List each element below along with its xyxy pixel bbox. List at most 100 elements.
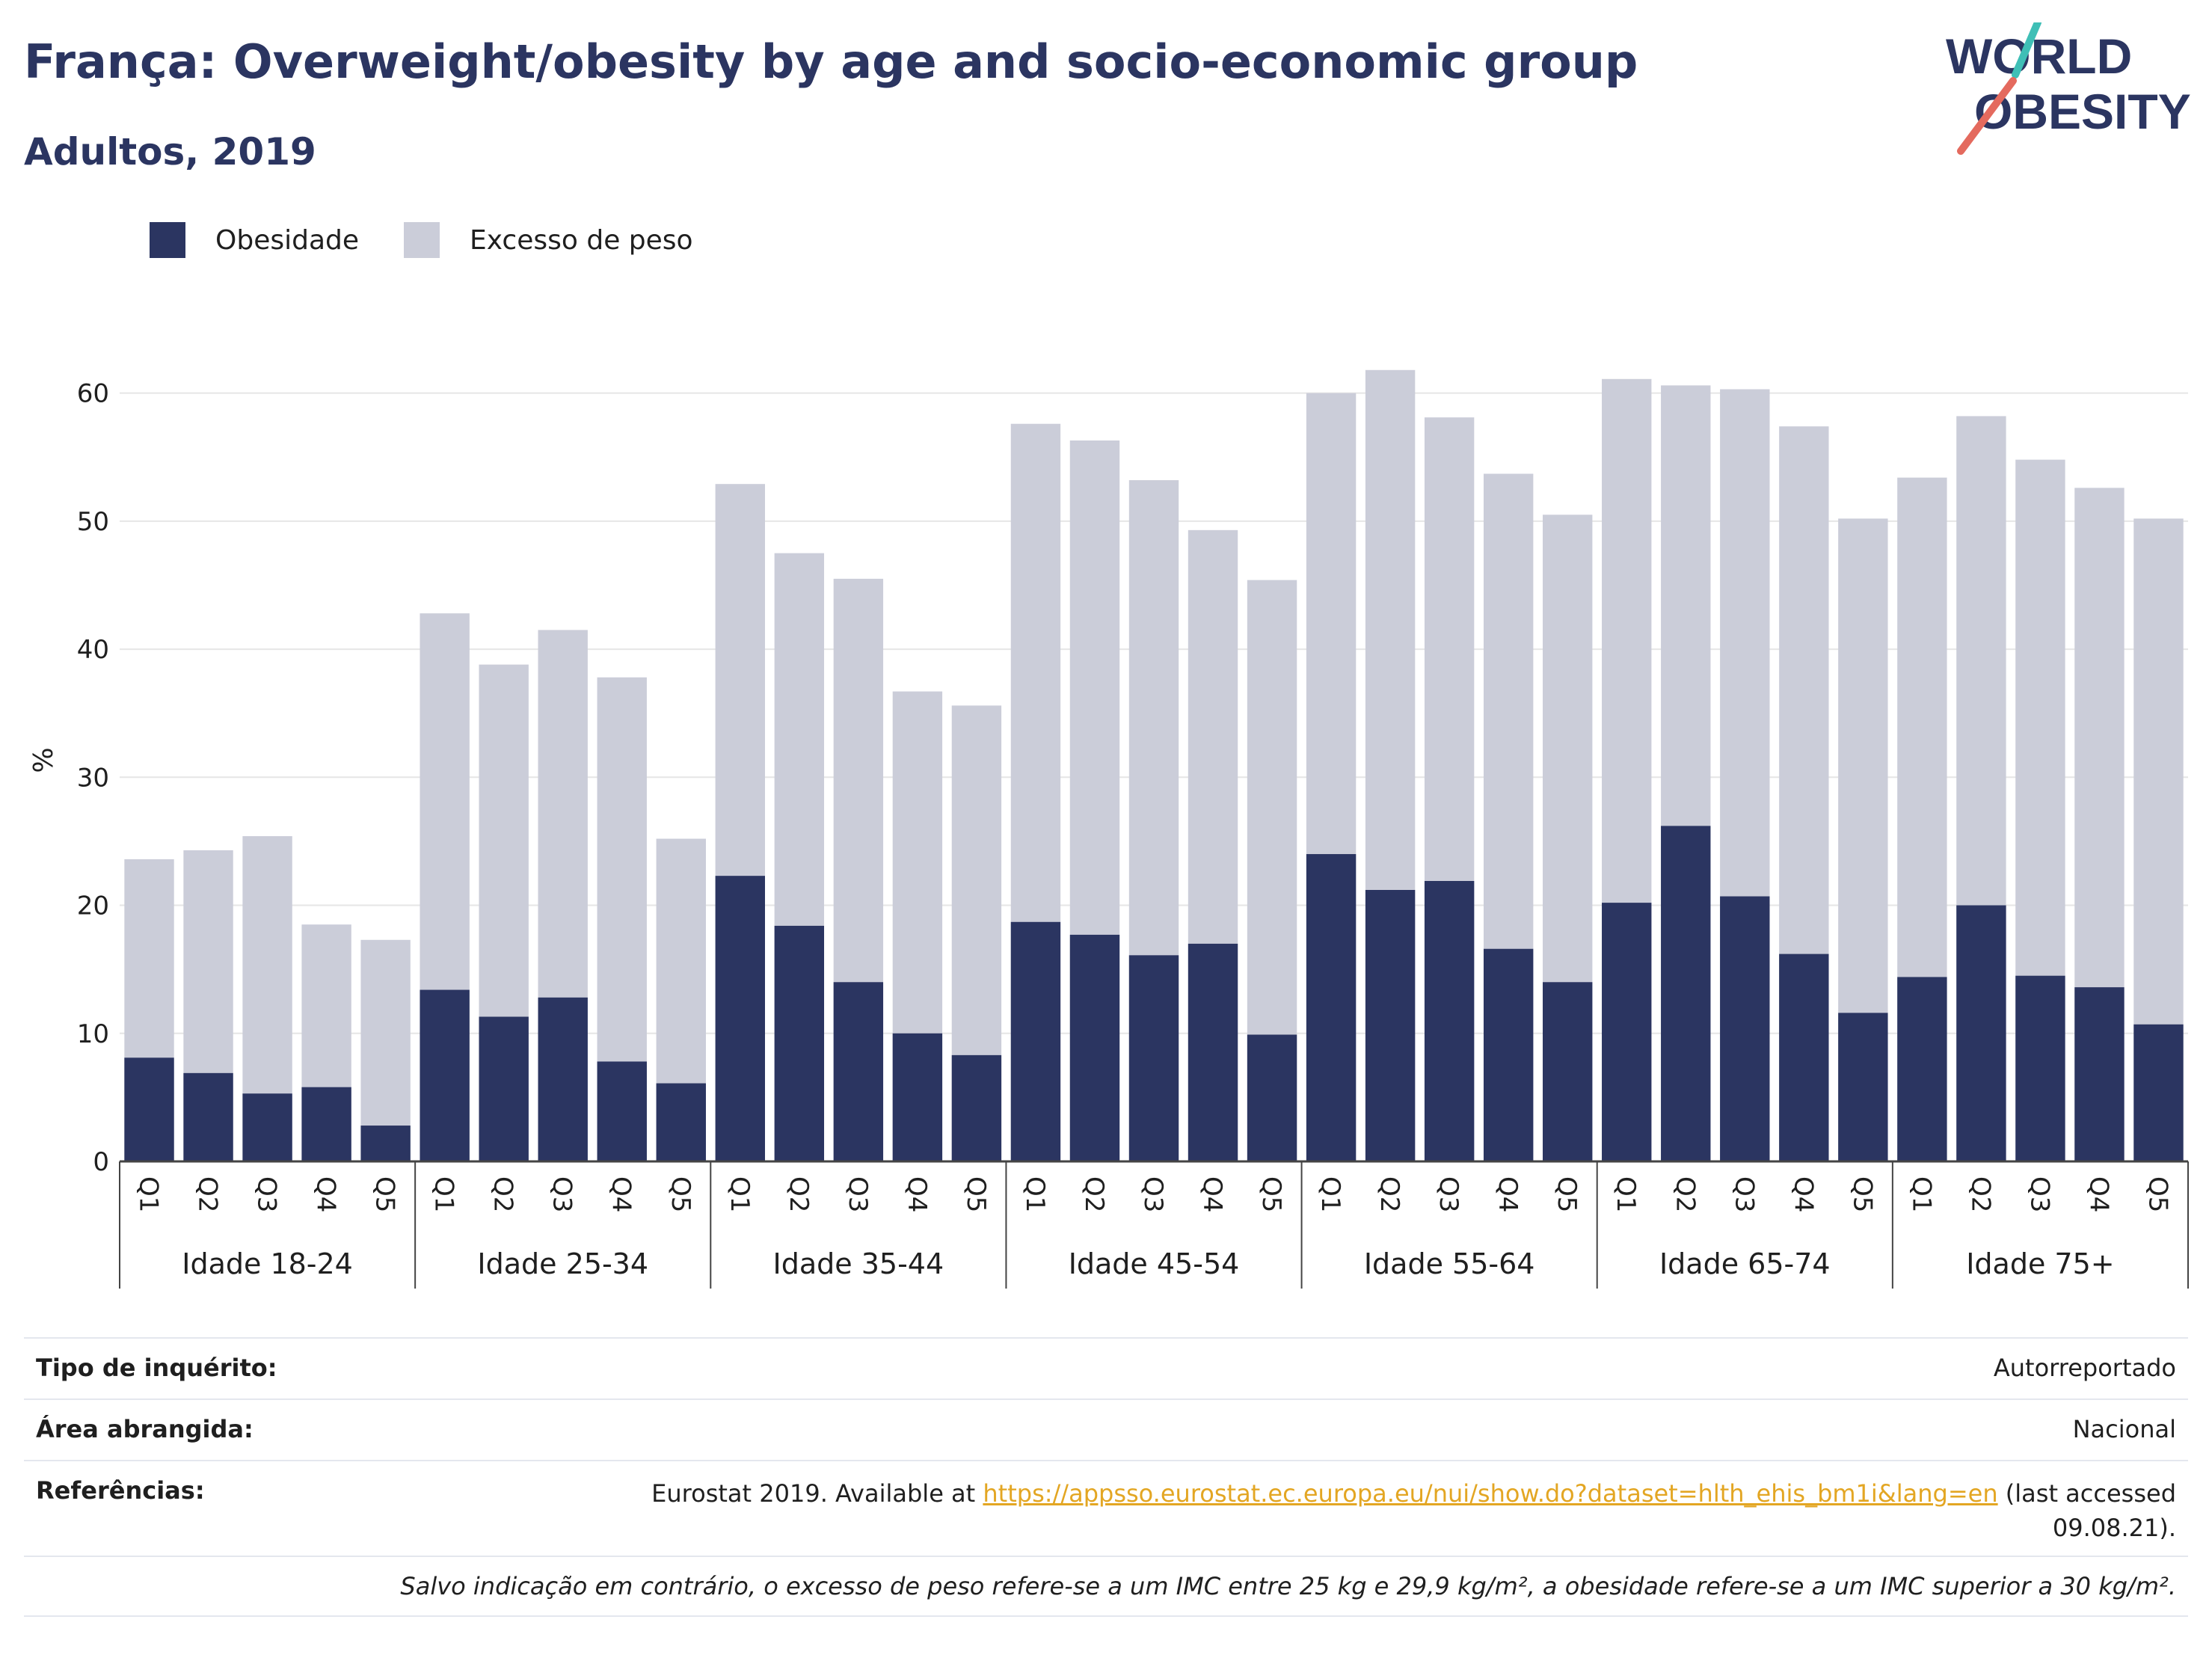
x-tick-label: Q3 (843, 1176, 873, 1212)
group-label: Idade 65-74 (1659, 1247, 1831, 1280)
bar-obesity (597, 1061, 647, 1161)
x-tick-label: Q4 (1197, 1176, 1227, 1212)
bar-obesity (1483, 948, 1534, 1161)
y-axis-label: % (28, 747, 59, 773)
area-label: Área abrangida: (36, 1415, 254, 1443)
bar-obesity (715, 876, 765, 1161)
x-tick-label: Q3 (547, 1176, 577, 1212)
x-tick-label: Q1 (1020, 1176, 1050, 1212)
area-value: Nacional (2072, 1415, 2176, 1443)
bar-obesity (420, 989, 470, 1161)
legend-label-obesity: Obesidade (215, 224, 360, 256)
bar-obesity (1365, 889, 1416, 1161)
bar-chart: 0 10 20 30 40 50 60% Q1 Q2 Q3 Q4 Q5 Idade 18-24 Q1 Q2 Q… (28, 369, 2189, 1289)
x-tick-label: Q2 (1079, 1176, 1109, 1212)
x-tick-label: Q5 (370, 1176, 400, 1212)
bar-obesity (183, 1072, 233, 1161)
x-tick-label: Q2 (1670, 1176, 1700, 1212)
x-tick-label: Q2 (1374, 1176, 1404, 1212)
references-row: Referências: Eurostat 2019. Available at… (24, 1476, 2188, 1559)
x-tick-label: Q2 (1965, 1176, 1995, 1212)
x-tick-label: Q4 (606, 1176, 636, 1212)
x-tick-label: Q5 (2142, 1176, 2172, 1212)
bar-overweight (360, 939, 411, 1161)
x-tick-label: Q1 (429, 1176, 459, 1212)
bar-obesity (360, 1126, 411, 1161)
x-tick-label: Q1 (725, 1176, 755, 1212)
chart-title: França: Overweight/obesity by age and so… (24, 34, 1638, 89)
legend-item-overweight[interactable]: Excesso de peso (404, 222, 693, 258)
bar-obesity (1779, 954, 1829, 1161)
ref-prefix: Eurostat 2019. Available at (651, 1479, 976, 1508)
x-tick-label: Q1 (1906, 1176, 1936, 1212)
slash-stroke-icon (2012, 22, 2042, 79)
group-label: Idade 18-24 (182, 1247, 353, 1280)
bar-obesity (538, 997, 588, 1161)
bar-obesity (1661, 826, 1711, 1161)
slash-stroke-red-icon (1957, 77, 2017, 155)
x-tick-label: Q5 (1552, 1176, 1582, 1212)
note-row: Salvo indicação em contrário, o excesso … (24, 1572, 2188, 1617)
x-tick-label: Q3 (1434, 1176, 1463, 1212)
logo-line1: WORLD (1946, 28, 2132, 84)
bar-obesity (1306, 854, 1357, 1161)
bar-obesity (1188, 943, 1238, 1161)
x-tick-label: Q3 (252, 1176, 282, 1212)
bar-obesity (656, 1083, 706, 1161)
bar-obesity (242, 1093, 292, 1161)
bar-obesity (774, 925, 825, 1161)
bar-obesity (1010, 921, 1061, 1161)
y-tick-label: 40 (77, 635, 109, 665)
x-tick-label: Q5 (961, 1176, 991, 1212)
ref-suffix-2: 09.08.21). (2052, 1514, 2176, 1542)
bar-obesity (1838, 1013, 1888, 1161)
y-tick-label: 0 (93, 1147, 109, 1177)
bar-obesity (1897, 977, 1947, 1161)
world-obesity-logo: WORLD OBESITY (1946, 22, 2191, 155)
x-tick-label: Q4 (311, 1176, 341, 1212)
survey-type-value: Autorreportado (1993, 1354, 2176, 1382)
reference-link[interactable]: https://appsso.eurostat.ec.europa.eu/nui… (983, 1479, 1998, 1508)
separator (24, 1460, 2188, 1461)
separator (24, 1556, 2188, 1557)
y-tick-label: 20 (77, 891, 109, 921)
group-label: Idade 45-54 (1069, 1247, 1240, 1280)
bar-obesity (1602, 903, 1652, 1161)
group-label: Idade 75+ (1966, 1247, 2114, 1280)
bar-obesity (1247, 1034, 1297, 1161)
bar-obesity (1956, 905, 2006, 1161)
area-row: Área abrangida: Nacional (24, 1415, 2188, 1460)
legend-label-overweight: Excesso de peso (470, 224, 693, 256)
bar-obesity (1069, 934, 1120, 1161)
bar-obesity (1128, 955, 1179, 1161)
bar-obesity (1543, 982, 1593, 1161)
definition-note: Salvo indicação em contrário, o excesso … (400, 1572, 2176, 1600)
bar-obesity (2133, 1024, 2184, 1161)
x-tick-label: Q4 (902, 1176, 932, 1212)
bar-obesity (124, 1057, 174, 1161)
references-value: Eurostat 2019. Available at https://apps… (651, 1476, 2176, 1545)
legend-swatch-overweight (404, 222, 440, 258)
bar-obesity (833, 982, 884, 1161)
legend-item-obesity[interactable]: Obesidade (150, 222, 359, 258)
group-label: Idade 35-44 (773, 1247, 944, 1280)
separator (24, 1337, 2188, 1339)
separator (24, 1615, 2188, 1617)
x-tick-label: Q1 (1611, 1176, 1641, 1212)
x-tick-label: Q5 (666, 1176, 695, 1212)
x-tick-label: Q4 (1788, 1176, 1818, 1212)
x-tick-label: Q4 (2083, 1176, 2113, 1212)
y-tick-label: 30 (77, 763, 109, 793)
y-tick-label: 50 (77, 507, 109, 537)
legend: Obesidade Excesso de peso (150, 221, 738, 259)
x-tick-label: Q4 (1493, 1176, 1523, 1212)
bar-obesity (479, 1016, 529, 1161)
x-tick-label: Q1 (134, 1176, 164, 1212)
ref-suffix-1: (last accessed (2005, 1479, 2176, 1508)
x-tick-label: Q5 (1847, 1176, 1877, 1212)
x-tick-label: Q2 (784, 1176, 814, 1212)
x-tick-label: Q2 (193, 1176, 223, 1212)
bar-obesity (951, 1054, 1002, 1161)
group-label: Idade 25-34 (477, 1247, 648, 1280)
x-tick-label: Q3 (1729, 1176, 1759, 1212)
